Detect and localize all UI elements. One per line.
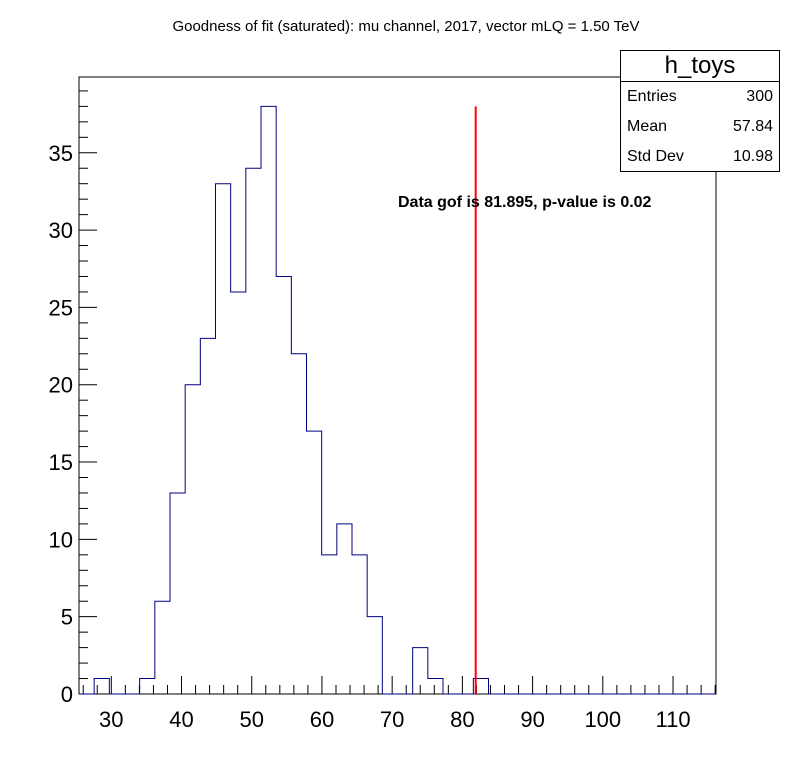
histogram-bin (428, 679, 443, 694)
chart-title: Goodness of fit (saturated): mu channel,… (172, 18, 639, 35)
y-tick-label: 5 (61, 605, 73, 630)
x-tick-label: 110 (655, 707, 690, 732)
y-tick-label: 15 (49, 450, 73, 475)
stats-value: 10.98 (732, 148, 773, 165)
x-tick-label: 70 (380, 707, 404, 732)
histogram-bin (276, 276, 291, 694)
histogram-bin (413, 648, 428, 694)
stats-value: 300 (746, 88, 773, 105)
stats-row-stddev: Std Dev 10.98 (621, 142, 779, 172)
histogram-bin (261, 106, 276, 694)
histogram-bin (231, 292, 246, 694)
histogram-bin (246, 168, 261, 694)
y-tick-label: 20 (49, 373, 73, 398)
histogram-bin (367, 617, 382, 694)
histogram-bin (216, 184, 231, 694)
axes: 30 40 50 60 70 80 90 100 110 0 5 10 15 20 25 30 35 (49, 90, 716, 732)
y-tick-label: 30 (49, 218, 73, 243)
histogram-bin (185, 385, 200, 694)
data-gof-annotation: Data gof is 81.895, p-value is 0.02 (398, 194, 652, 211)
stats-label: Entries (627, 88, 677, 105)
x-tick-label: 40 (169, 707, 193, 732)
histogram-bin (352, 555, 367, 694)
x-tick-label: 60 (310, 707, 334, 732)
y-tick-label: 25 (49, 295, 73, 320)
histogram-bin (200, 338, 215, 694)
histogram-bin (140, 679, 155, 694)
stats-row-mean: Mean 57.84 (621, 112, 779, 142)
x-tick-label: 50 (239, 707, 263, 732)
stats-label: Std Dev (627, 148, 684, 165)
x-tick-label: 30 (99, 707, 123, 732)
stats-label: Mean (627, 118, 668, 135)
histogram-bin (322, 555, 337, 694)
histogram-bin (94, 679, 109, 694)
x-tick-label: 90 (520, 707, 544, 732)
stats-value: 57.84 (732, 118, 773, 135)
y-tick-label: 10 (49, 527, 73, 552)
histogram-outline (79, 105, 716, 695)
x-tick-label: 100 (584, 707, 621, 732)
stats-box: h_toys Entries 300 Mean 57.84 Std Dev 10… (620, 50, 780, 172)
y-tick-label: 0 (61, 682, 73, 707)
histogram-bin (170, 493, 185, 694)
histogram-bars (79, 105, 716, 695)
stats-row-entries: Entries 300 (621, 82, 779, 112)
histogram-bin (291, 354, 306, 694)
histogram-bin (155, 601, 170, 694)
x-tick-label: 80 (450, 707, 474, 732)
histogram-bin (337, 524, 352, 694)
histogram-bin (307, 431, 322, 694)
y-tick-label: 35 (49, 141, 73, 166)
stats-box-title: h_toys (621, 51, 779, 82)
